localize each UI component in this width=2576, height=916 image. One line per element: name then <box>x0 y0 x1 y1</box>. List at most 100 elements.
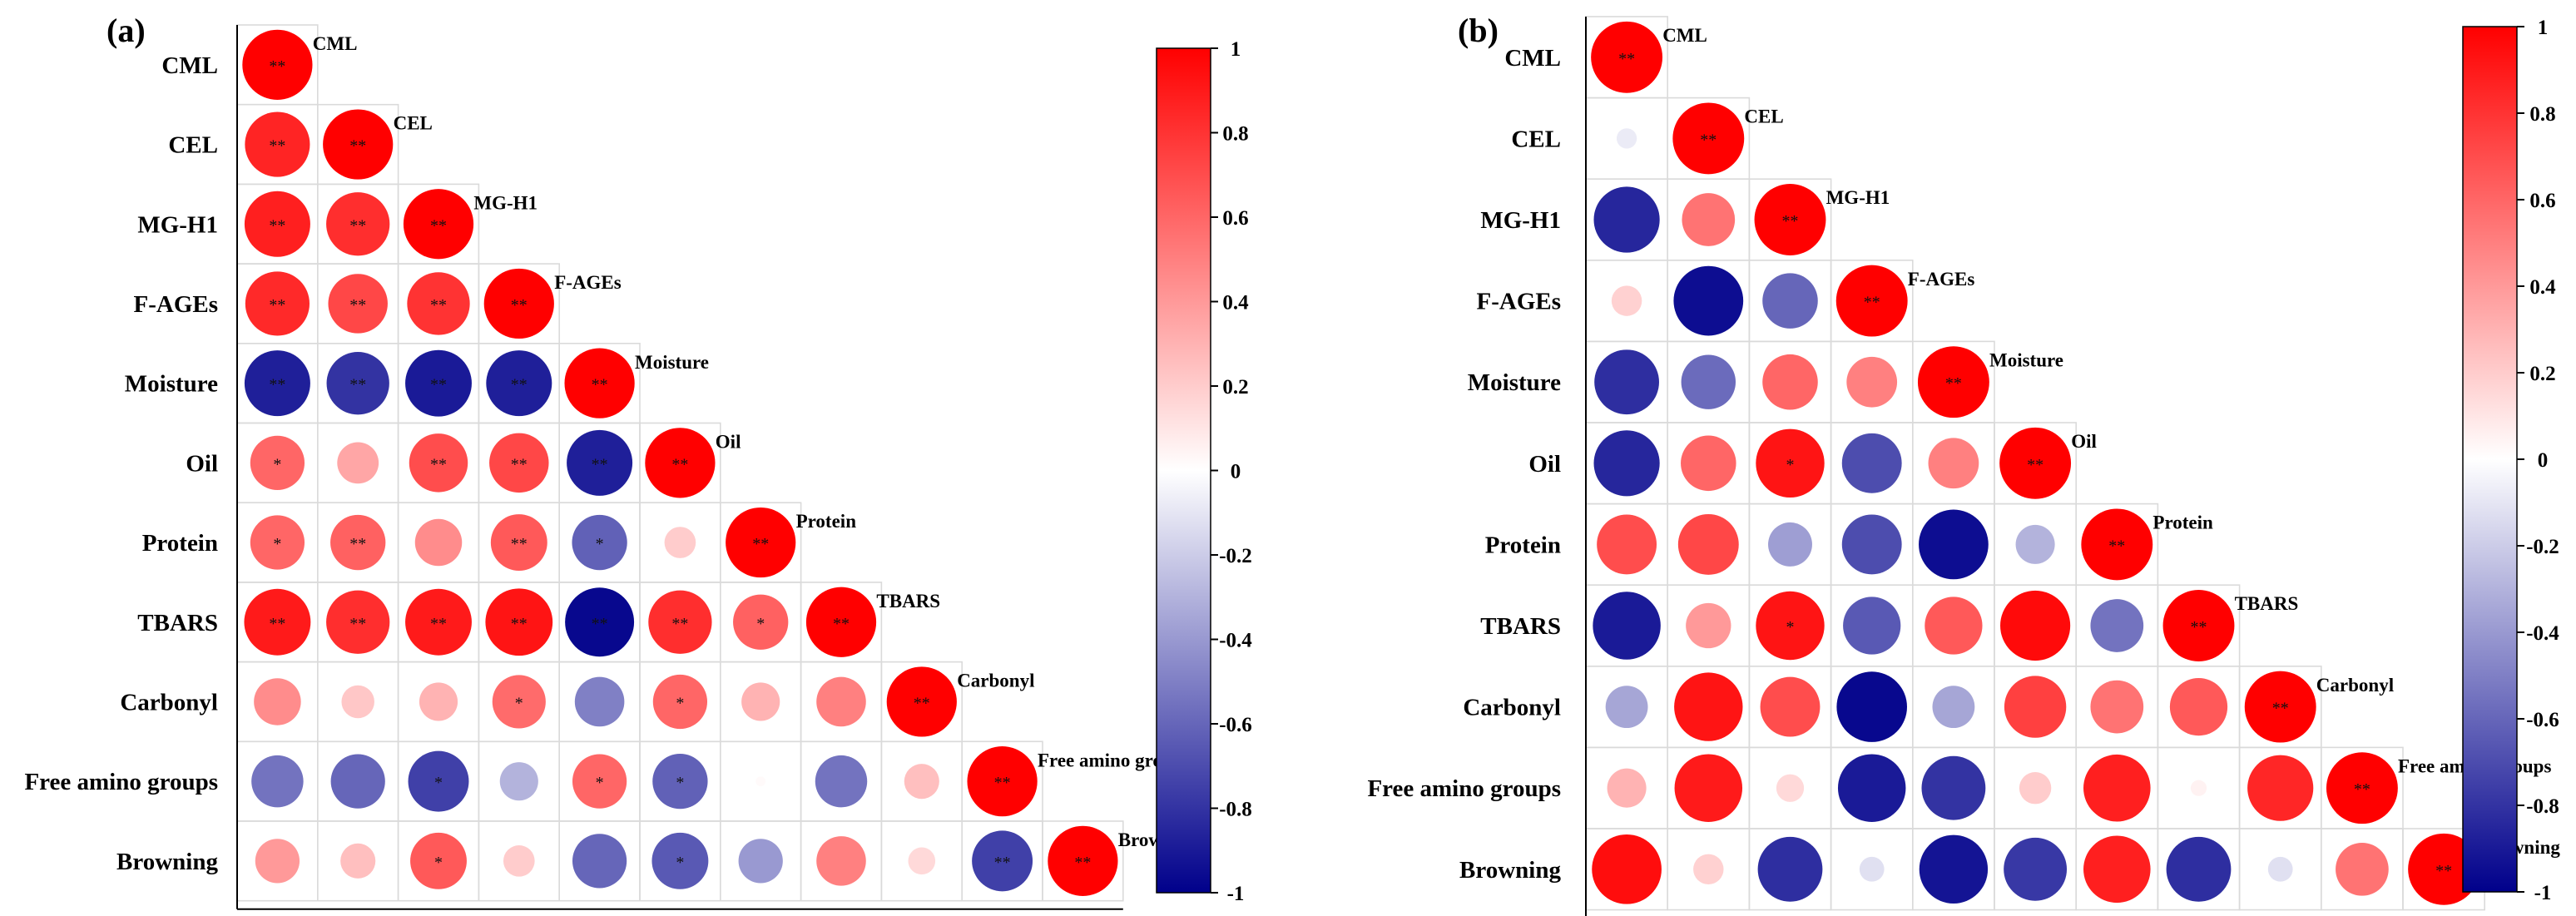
correlation-circle <box>652 674 708 730</box>
correlation-circle <box>733 594 789 650</box>
colorbar-tick-label: -0.2 <box>2526 536 2559 558</box>
grid-cell <box>1042 820 1124 902</box>
correlation-circle <box>1686 602 1731 649</box>
significance-mark: ** <box>671 455 688 473</box>
correlation-circle <box>330 514 386 571</box>
row-label: F-AGEs <box>1477 289 1562 315</box>
correlation-circle <box>815 755 868 808</box>
significance-mark: ** <box>1074 854 1091 872</box>
correlation-circle <box>483 268 554 339</box>
diagonal-label: Carbonyl <box>957 671 1034 691</box>
correlation-circle <box>414 518 463 567</box>
row-label: Oil <box>1528 451 1561 478</box>
correlation-circle <box>967 746 1038 817</box>
correlation-circle <box>2004 676 2067 738</box>
row-label: MG-H1 <box>1480 207 1561 234</box>
row-label: Free amino groups <box>1367 775 1561 802</box>
correlation-circle <box>1762 273 1818 329</box>
correlation-circle <box>651 832 709 889</box>
correlation-circle <box>2190 780 2207 796</box>
correlation-circle <box>664 527 696 558</box>
colorbar-tick-label: 0.6 <box>1222 207 1248 230</box>
correlation-circle <box>1932 686 1975 729</box>
colorbar-gradient <box>2462 26 2518 893</box>
colorbar-gradient <box>1156 47 1211 894</box>
colorbar-tick-label: -0.4 <box>2526 622 2559 645</box>
correlation-circle <box>1754 184 1826 255</box>
correlation-circle <box>1837 754 1906 822</box>
diagonal-label: Moisture <box>1989 349 2063 370</box>
correlation-circle <box>1757 836 1823 902</box>
correlation-circle <box>340 843 376 879</box>
significance-mark: ** <box>1700 131 1717 149</box>
correlation-circle <box>645 428 716 498</box>
correlation-circle <box>326 590 390 654</box>
significance-mark: ** <box>269 615 285 633</box>
diagonal-label: F-AGEs <box>1908 269 1975 290</box>
significance-mark: ** <box>349 137 366 156</box>
significance-mark: ** <box>511 455 528 473</box>
correlation-circle <box>1999 427 2072 499</box>
correlation-circle <box>886 666 957 737</box>
correlation-circle <box>1048 825 1118 896</box>
significance-mark: ** <box>511 296 528 314</box>
significance-mark: * <box>676 694 684 712</box>
significance-mark: ** <box>269 376 285 394</box>
diagonal-label: Carbonyl <box>2316 675 2394 696</box>
correlation-circle <box>245 111 310 177</box>
correlation-circle <box>485 588 553 656</box>
colorbar-tick-label: -0.6 <box>1219 714 1252 736</box>
correlation-circle <box>1593 430 1660 497</box>
significance-mark: * <box>434 774 443 792</box>
diagonal-label: MG-H1 <box>473 192 537 213</box>
correlation-circle <box>738 839 783 884</box>
diagonal-label: Protein <box>796 511 857 532</box>
significance-mark: * <box>515 694 523 712</box>
significance-mark: ** <box>1618 50 1635 68</box>
correlation-circle <box>492 675 546 729</box>
significance-mark: ** <box>994 774 1011 792</box>
correlation-circle <box>972 830 1033 892</box>
panel-b-letter: (b) <box>1458 12 1499 49</box>
correlation-circle <box>1859 856 1885 882</box>
colorbar-tick-label: 1 <box>2538 17 2549 39</box>
correlation-circle <box>1835 265 1908 337</box>
correlation-circle <box>251 755 304 808</box>
correlation-circle <box>1674 672 1743 741</box>
significance-mark: ** <box>349 296 366 314</box>
correlation-circle <box>1605 686 1648 729</box>
correlation-circle <box>567 429 633 496</box>
correlation-circle <box>1672 102 1745 175</box>
colorbar-tick-label: 0 <box>2538 449 2549 472</box>
correlation-circle <box>1607 768 1647 808</box>
correlation-circle <box>489 433 549 493</box>
correlation-circle <box>726 507 796 578</box>
significance-mark: * <box>1786 618 1795 636</box>
correlation-circle <box>1677 513 1739 575</box>
correlation-circle <box>1681 435 1736 492</box>
correlation-circle <box>816 836 866 886</box>
correlation-circle <box>1925 597 1983 655</box>
correlation-circle <box>1594 349 1659 415</box>
correlation-circle <box>2326 752 2398 824</box>
correlation-circle <box>1682 193 1736 246</box>
correlation-circle <box>2169 677 2228 736</box>
colorbar-tick-label: -0.2 <box>1219 545 1252 567</box>
correlation-circle <box>572 754 627 809</box>
significance-mark: ** <box>2108 537 2125 555</box>
correlation-circle <box>2019 771 2052 805</box>
significance-mark: ** <box>2191 618 2207 636</box>
significance-mark: ** <box>994 854 1011 872</box>
colorbar-tick-label: -0.4 <box>1219 630 1252 652</box>
row-label: CML <box>161 52 218 79</box>
colorbar-tick-label: 0 <box>1231 461 1241 483</box>
correlation-circle <box>409 433 468 493</box>
diagonal-label: CEL <box>394 113 433 134</box>
correlation-circle <box>2166 836 2232 902</box>
correlation-circle <box>908 847 936 875</box>
correlation-circle <box>1616 128 1637 149</box>
correlation-circle <box>1843 597 1901 655</box>
correlation-circle <box>2247 755 2314 821</box>
significance-mark: ** <box>833 615 850 633</box>
